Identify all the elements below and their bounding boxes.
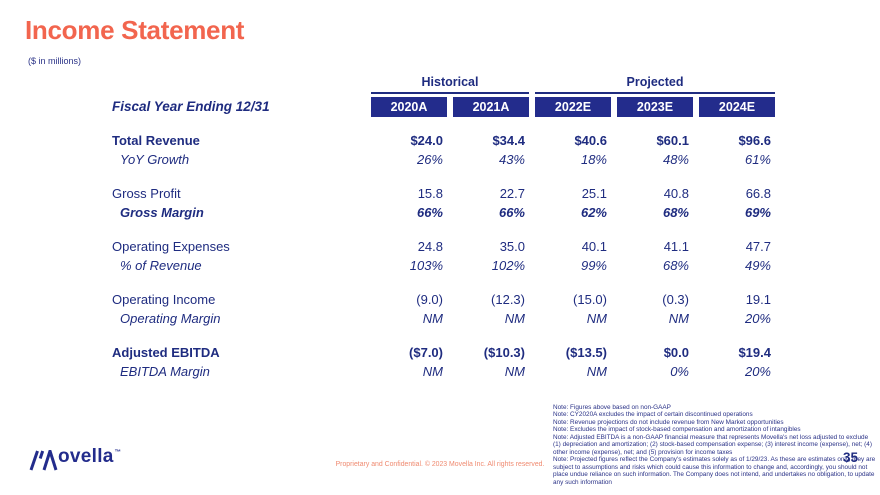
cell-value: 0% — [670, 364, 689, 379]
cell-value: 99% — [580, 258, 607, 273]
row-label: Operating Margin — [120, 311, 221, 326]
cell-value: 40.8 — [663, 186, 689, 201]
cell-value: $34.4 — [492, 133, 525, 148]
cell-value: 62% — [580, 205, 607, 220]
cell-value: NM — [586, 364, 607, 379]
table-row: Gross Profit 15.8 22.7 25.1 40.8 66.8 — [112, 184, 792, 203]
cell-value: 43% — [498, 152, 525, 167]
cell-value: 35.0 — [499, 239, 525, 254]
column-group-historical: Historical — [371, 74, 529, 94]
cell-value: 25.1 — [581, 186, 607, 201]
cell-value: (15.0) — [573, 292, 607, 307]
cell-value: 68% — [662, 258, 689, 273]
cell-value: 103% — [409, 258, 443, 273]
table-row: Operating Income (9.0) (12.3) (15.0) (0.3) 19… — [112, 290, 792, 309]
row-label: Gross Profit — [112, 186, 181, 201]
table-row: Total Revenue $24.0 $34.4 $40.6 $60.1 $96.6 — [112, 131, 792, 150]
cell-value: NM — [504, 311, 525, 326]
cell-value: NM — [504, 364, 525, 379]
footnote-line: Note: Projected figures reflect the Comp… — [553, 456, 876, 486]
table-row: Operating Margin NM NM NM NM 20% — [112, 309, 792, 328]
table-row: % of Revenue 103% 102% 99% 68% 49% — [112, 256, 792, 275]
income-table: Historical Projected Fiscal Year Ending … — [112, 74, 792, 381]
table-row: Operating Expenses 24.8 35.0 40.1 41.1 47.7 — [112, 237, 792, 256]
cell-value: (0.3) — [662, 292, 689, 307]
cell-value: ($10.3) — [483, 345, 525, 360]
cell-value: 69% — [744, 205, 771, 220]
column-header-2020a: 2020A — [371, 97, 447, 117]
cell-value: $0.0 — [663, 345, 689, 360]
cell-value: $96.6 — [738, 133, 771, 148]
cell-value: (12.3) — [491, 292, 525, 307]
page-number: 35 — [842, 450, 858, 465]
cell-value: 61% — [744, 152, 771, 167]
column-header-2022e: 2022E — [535, 97, 611, 117]
footer-confidential: Proprietary and Confidential. © 2023 Mov… — [335, 461, 545, 468]
cell-value: 102% — [491, 258, 525, 273]
cell-value: ($13.5) — [565, 345, 607, 360]
footnote-line: Note: Revenue projections do not include… — [553, 418, 784, 426]
cell-value: $40.6 — [574, 133, 607, 148]
cell-value: $19.4 — [738, 345, 771, 360]
cell-value: ($7.0) — [409, 345, 443, 360]
table-row: Gross Margin 66% 66% 62% 68% 69% — [112, 203, 792, 222]
footnote-line: Note: Adjusted EBITDA is a non-GAAP fina… — [553, 433, 872, 456]
cell-value: $24.0 — [410, 133, 443, 148]
cell-value: NM — [586, 311, 607, 326]
trademark-symbol: ™ — [114, 449, 122, 456]
cell-value: 47.7 — [745, 239, 771, 254]
row-label: Operating Expenses — [112, 239, 230, 254]
cell-value: (9.0) — [416, 292, 443, 307]
column-group-row: Historical Projected — [112, 74, 792, 94]
column-group-projected: Projected — [535, 74, 775, 94]
cell-value: 41.1 — [663, 239, 689, 254]
cell-value: 24.8 — [417, 239, 443, 254]
cell-value: NM — [668, 311, 689, 326]
cell-value: 20% — [744, 311, 771, 326]
row-label: Gross Margin — [120, 205, 204, 220]
page-title: Income Statement — [25, 15, 245, 45]
table-row: YoY Growth 26% 43% 18% 48% 61% — [112, 150, 792, 169]
table-row: Adjusted EBITDA ($7.0) ($10.3) ($13.5) $0.0 $… — [112, 343, 792, 362]
cell-value: NM — [422, 364, 443, 379]
cell-value: 66% — [416, 205, 443, 220]
cell-value: 20% — [744, 364, 771, 379]
footnotes-block: Note: Figures above based on non-GAAP Not… — [553, 404, 877, 486]
cell-value: 40.1 — [581, 239, 607, 254]
cell-value: 15.8 — [417, 186, 443, 201]
column-header-2023e: 2023E — [617, 97, 693, 117]
column-header-row: Fiscal Year Ending 12/31 2020A 2021A 202… — [112, 96, 792, 118]
units-label: ($ in millions) — [28, 56, 82, 66]
column-header-2021a: 2021A — [453, 97, 529, 117]
movella-m-icon — [28, 447, 58, 471]
cell-value: 49% — [744, 258, 771, 273]
movella-logo: ovella ™ — [28, 447, 121, 471]
row-label: Total Revenue — [112, 133, 200, 148]
footnote-line: Note: Figures above based on non-GAAP — [553, 404, 671, 411]
cell-value: 22.7 — [499, 186, 525, 201]
row-label: YoY Growth — [120, 152, 190, 167]
row-label: EBITDA Margin — [120, 364, 210, 379]
row-label: % of Revenue — [120, 258, 202, 273]
cell-value: 66.8 — [745, 186, 771, 201]
column-header-2024e: 2024E — [699, 97, 775, 117]
cell-value: 26% — [416, 152, 443, 167]
cell-value: NM — [422, 311, 443, 326]
cell-value: 48% — [662, 152, 689, 167]
cell-value: 19.1 — [745, 292, 771, 307]
row-label: Adjusted EBITDA — [112, 345, 220, 360]
footnote-line: Note: CY2020A excludes the impact of cer… — [553, 411, 753, 419]
cell-value: 18% — [580, 152, 607, 167]
income-table-body: Total Revenue $24.0 $34.4 $40.6 $60.1 $96.6 Yo… — [112, 131, 792, 381]
row-label: Operating Income — [112, 292, 216, 307]
table-row: EBITDA Margin NM NM NM 0% 20% — [112, 362, 792, 381]
cell-value: $60.1 — [656, 133, 689, 148]
cell-value: 66% — [498, 205, 525, 220]
fiscal-year-label: Fiscal Year Ending 12/31 — [112, 99, 270, 114]
cell-value: 68% — [662, 205, 689, 220]
logo-wordmark: ovella — [58, 446, 114, 467]
footnote-line: Note: Excludes the impact of stock-based… — [553, 426, 801, 434]
